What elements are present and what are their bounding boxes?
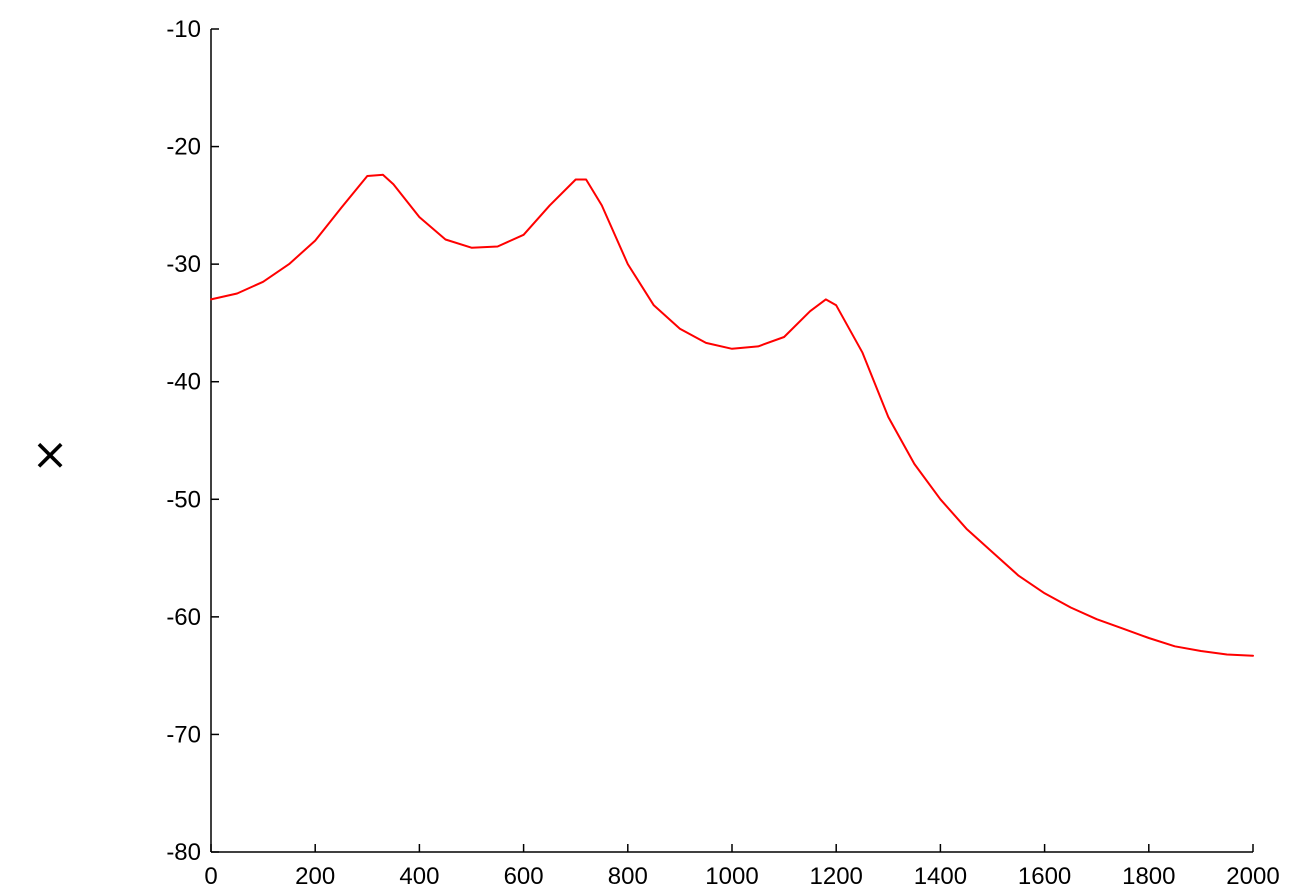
y-tick-label: -70 [166,721,201,748]
x-tick-label: 200 [295,863,335,890]
y-tick-label: -50 [166,486,201,513]
y-axis-ticks: -10 -20 -30 -40 -50 -60 -70 -80 [166,16,219,866]
x-tick-label: 1600 [1018,863,1071,890]
y-tick-label: -20 [166,134,201,161]
axes [210,29,1253,853]
y-tick-label: -80 [166,839,201,866]
series-line-0 [210,173,1254,657]
x-tick-label: 600 [504,863,544,890]
y-tick-label: -30 [166,251,201,278]
x-tick-label: 1400 [914,863,967,890]
x-tick-label: 1800 [1122,863,1175,890]
x-tick-label: 800 [608,863,648,890]
y-axis-label: × [31,429,69,480]
y-tick-label: -10 [166,16,201,43]
y-tick-label: -40 [166,369,201,396]
x-tick-label: 2000 [1226,863,1279,890]
y-tick-label: -60 [166,604,201,631]
x-tick-label: 0 [204,863,217,890]
x-axis-ticks: 0 200 400 600 800 1000 1200 1400 1600 1800 2000 [204,844,1280,890]
x-tick-label: 1000 [705,863,758,890]
x-tick-label: 400 [399,863,439,890]
x-tick-label: 1200 [810,863,863,890]
plot-lines [210,173,1254,657]
